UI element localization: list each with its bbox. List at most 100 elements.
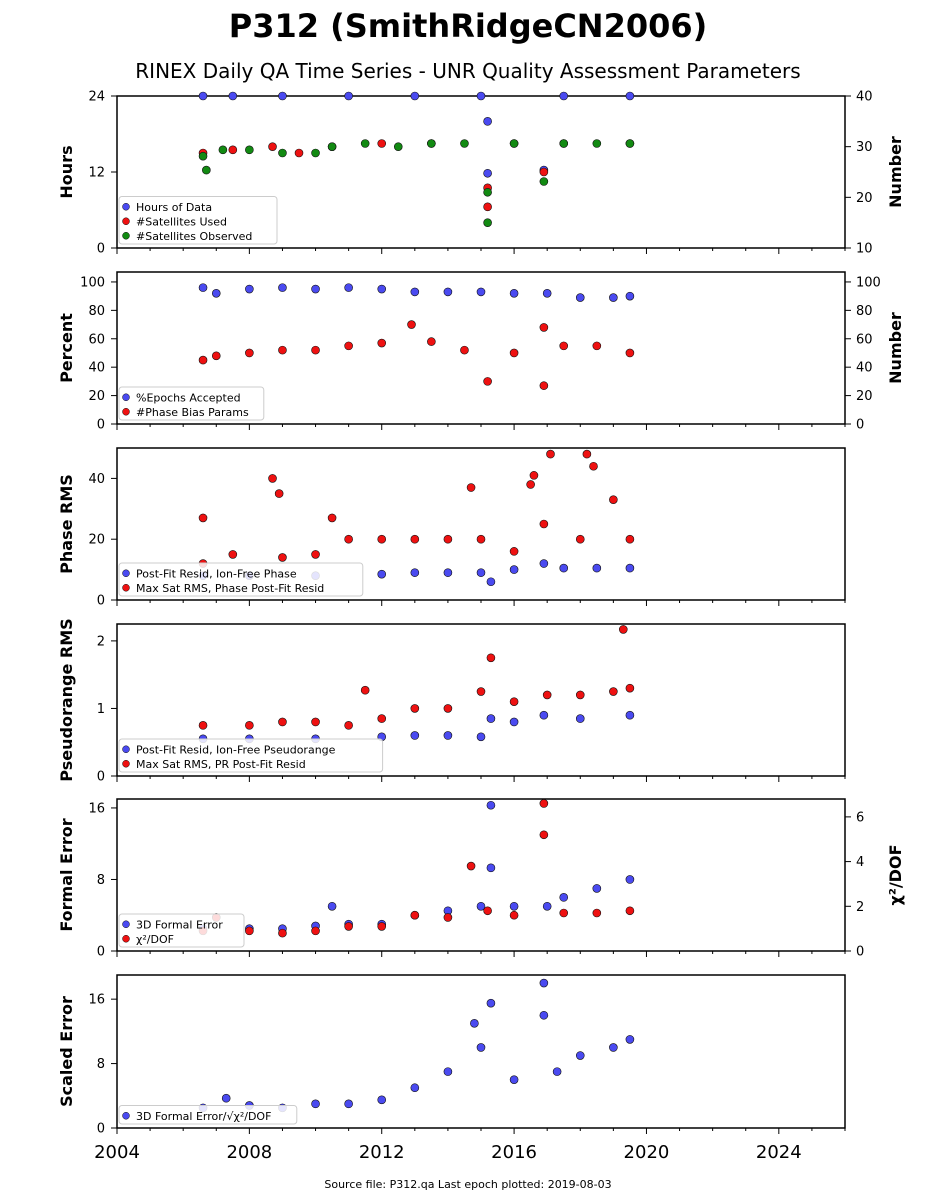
data-point-red <box>198 513 208 523</box>
data-point-red <box>228 550 238 559</box>
ytick-right-label: 20 <box>856 389 873 404</box>
ytick-left-label: 16 <box>88 993 105 1008</box>
data-point-green <box>311 148 320 158</box>
data-point-red <box>625 683 635 693</box>
data-point-red <box>211 351 221 361</box>
data-point-blue <box>470 1019 479 1028</box>
xtick-label: 2008 <box>226 1142 272 1163</box>
data-point-red <box>509 348 519 358</box>
ylabel-left: Phase RMS <box>57 474 76 574</box>
legend-label: Hours of Data <box>136 201 212 214</box>
ytick-left-label: 8 <box>97 873 105 888</box>
data-point-blue <box>410 287 420 297</box>
ytick-left-label: 8 <box>97 1057 105 1072</box>
data-point-green <box>460 139 469 148</box>
ytick-right-label: 0 <box>856 945 864 960</box>
data-point-red <box>198 721 208 730</box>
ytick-right-label: 40 <box>856 361 873 376</box>
ylabel-left: Scaled Error <box>57 996 76 1107</box>
ytick-right-label: 6 <box>856 810 864 825</box>
data-point-red <box>582 449 592 459</box>
data-point-green <box>483 187 492 197</box>
data-point-blue <box>486 998 496 1008</box>
data-point-red <box>278 553 287 562</box>
data-point-blue <box>443 287 453 297</box>
data-point-blue <box>625 91 635 101</box>
data-point-blue <box>198 91 208 101</box>
ytick-left-label: 0 <box>97 418 105 433</box>
data-point-red <box>539 519 549 529</box>
data-point-blue <box>625 563 635 573</box>
data-point-blue <box>483 117 492 126</box>
data-point-blue <box>575 293 585 302</box>
data-point-red <box>443 913 453 922</box>
data-point-red <box>476 687 486 696</box>
data-point-red <box>625 906 635 916</box>
data-point-red <box>589 461 598 471</box>
data-point-blue <box>625 1035 635 1044</box>
ytick-right-label: 80 <box>856 304 873 319</box>
data-point-red <box>483 202 492 212</box>
legend-marker <box>122 217 130 225</box>
data-point-blue <box>509 565 519 574</box>
data-point-blue <box>377 569 387 579</box>
ytick-left-label: 0 <box>97 594 105 609</box>
data-point-green <box>202 165 211 175</box>
ylabel-left: Formal Error <box>57 818 76 931</box>
data-point-red <box>410 704 420 713</box>
data-point-red <box>529 471 539 480</box>
data-point-blue <box>486 800 496 810</box>
xtick-label: 2012 <box>359 1142 405 1163</box>
legend-box <box>118 738 384 773</box>
data-point-green <box>592 139 602 148</box>
data-point-blue <box>476 901 486 911</box>
data-point-green <box>218 145 228 155</box>
ylabel-right: Number <box>886 136 905 208</box>
data-point-blue <box>483 168 492 178</box>
data-point-blue <box>559 893 569 902</box>
data-point-blue <box>410 1083 420 1093</box>
legend-marker <box>122 745 130 753</box>
ytick-left-label: 0 <box>97 770 105 785</box>
data-point-blue <box>592 563 602 573</box>
xtick-label: 2016 <box>491 1142 537 1163</box>
data-point-red <box>278 345 287 355</box>
legend-label: %Epochs Accepted <box>136 391 241 404</box>
data-point-red <box>539 323 549 332</box>
data-point-green <box>327 142 337 151</box>
data-point-red <box>407 320 416 329</box>
ytick-left-label: 20 <box>88 389 105 404</box>
data-point-blue <box>625 291 635 301</box>
legend-label: Max Sat RMS, Phase Post-Fit Resid <box>136 582 324 595</box>
legend-marker <box>122 203 130 211</box>
ylabel-left: Pseudorange RMS <box>57 618 76 781</box>
data-point-red <box>311 926 320 936</box>
legend-label: 3D Formal Error <box>136 918 223 931</box>
ylabel-right: χ²/DOF <box>886 845 905 906</box>
ytick-left-label: 100 <box>80 275 105 290</box>
data-point-red <box>559 341 569 351</box>
data-point-red <box>443 534 453 544</box>
data-point-red <box>466 483 476 492</box>
data-point-red <box>360 685 370 695</box>
data-point-red <box>311 345 320 355</box>
data-point-blue <box>552 1067 562 1076</box>
ytick-right-label: 4 <box>856 855 864 870</box>
data-point-blue <box>476 287 486 297</box>
data-point-blue <box>575 714 585 723</box>
data-point-blue <box>592 884 602 893</box>
data-point-blue <box>278 283 287 292</box>
ytick-left-label: 20 <box>88 533 105 548</box>
data-point-blue <box>486 714 496 723</box>
data-point-red <box>546 449 555 459</box>
data-point-blue <box>609 1043 618 1052</box>
data-point-red <box>427 337 436 346</box>
data-point-red <box>539 381 549 390</box>
ytick-left-label: 40 <box>88 472 105 487</box>
data-point-red <box>344 721 353 730</box>
data-point-red <box>278 717 287 727</box>
data-point-red <box>327 513 337 523</box>
data-point-red <box>466 861 476 871</box>
ytick-right-label: 60 <box>856 332 873 347</box>
